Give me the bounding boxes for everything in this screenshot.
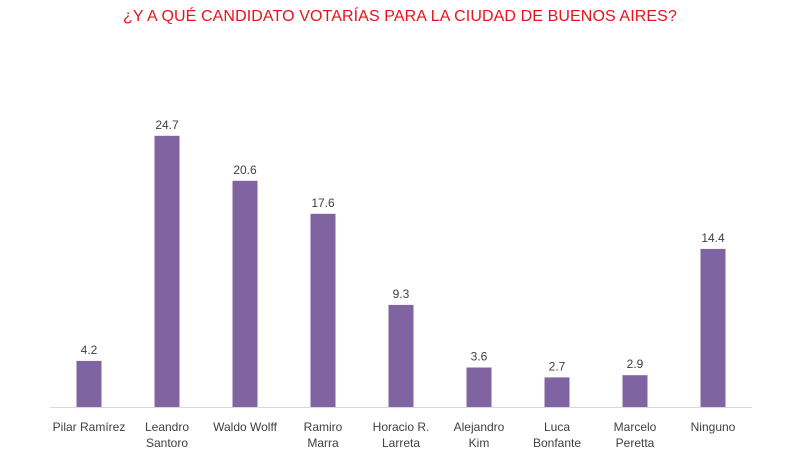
chart-title: ¿Y A QUÉ CANDIDATO VOTARÍAS PARA LA CIUD… — [123, 8, 677, 25]
x-tick-label: Marcelo Peretta — [614, 420, 657, 450]
bar — [76, 360, 102, 407]
x-tick-label: Ninguno — [691, 420, 736, 434]
bar — [154, 135, 180, 408]
x-tick-label: Luca Bonfante — [533, 420, 581, 450]
bar — [310, 213, 336, 407]
bar — [388, 304, 414, 407]
data-label: 20.6 — [233, 163, 257, 177]
bar — [466, 367, 492, 407]
x-tick-label: Horacio R. Larreta — [373, 420, 430, 450]
data-label: 17.6 — [311, 196, 335, 210]
x-tick-label: Ramiro Marra — [304, 420, 343, 450]
bars-group — [76, 135, 726, 408]
x-tick-label: Pilar Ramírez — [53, 420, 126, 434]
data-label: 24.7 — [155, 118, 179, 132]
data-label: 9.3 — [393, 287, 410, 301]
value-labels-group: 4.2 24.7 20.6 17.6 9.3 3.6 2.7 2.9 14.4 — [81, 118, 725, 374]
bar — [700, 248, 726, 407]
data-label: 3.6 — [471, 350, 488, 364]
x-tick-label: Alejandro Kim — [454, 420, 505, 450]
data-label: 2.7 — [549, 359, 566, 373]
data-label: 14.4 — [701, 231, 725, 245]
data-label: 4.2 — [81, 343, 98, 357]
x-tick-label: Leandro Santoro — [145, 420, 189, 450]
tick-labels-group: Pilar Ramírez Leandro Santoro Waldo Wolff Ra… — [53, 420, 736, 450]
bar — [544, 377, 570, 407]
bar — [622, 375, 648, 407]
data-label: 2.9 — [627, 357, 644, 371]
bar — [232, 180, 258, 407]
x-tick-label: Waldo Wolff — [213, 420, 277, 434]
